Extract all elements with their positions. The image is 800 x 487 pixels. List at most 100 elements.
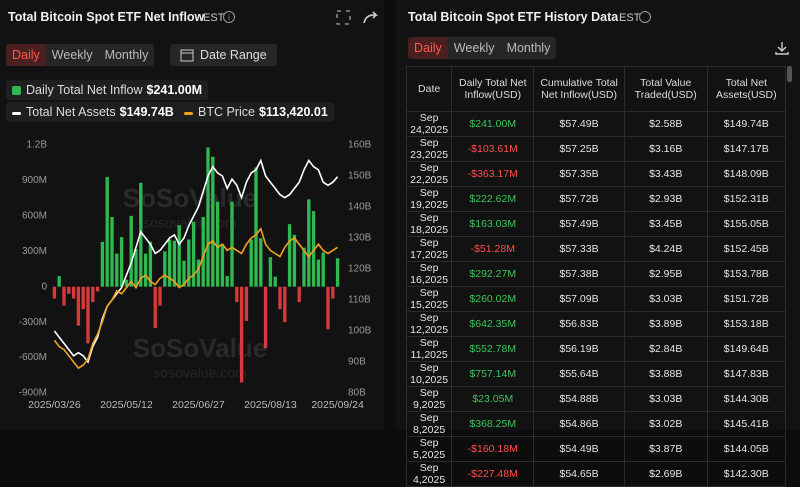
info-icon[interactable]: i xyxy=(222,10,236,24)
info-icon[interactable] xyxy=(638,10,652,24)
bar xyxy=(163,251,167,287)
bar xyxy=(259,238,263,287)
table-cell: Sep 5,2025 xyxy=(405,436,453,462)
y2-tick-label: 150B xyxy=(348,171,372,182)
toolbar-icons[interactable] xyxy=(335,8,380,28)
table-cell: $163.03M xyxy=(451,211,535,237)
y2-tick-label: 130B xyxy=(348,233,372,244)
scrollbar[interactable] xyxy=(787,66,792,82)
bar xyxy=(143,253,148,287)
table-cell: Sep 16,2025 xyxy=(405,261,453,287)
table-cell: $757.14M xyxy=(451,361,535,387)
table-cell: $3.88B xyxy=(623,361,708,387)
y2-tick-label: 90B xyxy=(348,357,366,368)
timezone: EST xyxy=(619,12,641,24)
table-cell: $3.87B xyxy=(623,436,708,462)
table-row: Sep 11,2025 $552.78M $56.19B $2.84B $149.64B xyxy=(405,336,787,362)
bar xyxy=(62,286,66,306)
table-cell: $2.84B xyxy=(623,336,708,362)
table-cell: -$51.28M xyxy=(451,236,535,262)
y-tick-label: -900M xyxy=(19,388,47,399)
table-cell: $56.19B xyxy=(533,336,625,362)
bar xyxy=(215,201,220,287)
table-row: Sep 9,2025 $23.05M $54.88B $3.03B $144.30B xyxy=(405,386,787,412)
table-cell: Sep 8,2025 xyxy=(405,411,453,437)
table-cell: Sep 23,2025 xyxy=(405,136,453,162)
column-header[interactable]: Date xyxy=(405,66,453,112)
table-cell: $4.24B xyxy=(623,236,708,262)
table-cell: $292.27M xyxy=(451,261,535,287)
table-cell: $3.16B xyxy=(623,136,708,162)
table-row: Sep 23,2025 -$103.61M $57.25B $3.16B $147.17… xyxy=(405,136,787,162)
table-cell: $155.05B xyxy=(706,211,787,237)
bar xyxy=(239,286,244,383)
legend-swatch xyxy=(12,112,21,115)
bar xyxy=(273,276,277,287)
bar xyxy=(91,286,95,303)
bar xyxy=(311,211,316,287)
table-row: Sep 16,2025 $292.27M $57.38B $2.95B $153.78B xyxy=(405,261,787,287)
table-cell: $2.58B xyxy=(623,111,708,137)
header-row: Date Daily Total Net Inflow(USD) Cumulativ… xyxy=(405,66,787,112)
table-cell: $57.49B xyxy=(533,211,625,237)
legend-label: Total Net Assets xyxy=(26,105,116,119)
tab[interactable]: Weekly xyxy=(51,48,93,62)
legend-item: BTC Price $113,420.01 xyxy=(178,102,334,122)
date-range-button[interactable]: Date Range xyxy=(170,44,277,66)
bar xyxy=(283,286,287,323)
bar xyxy=(105,176,109,287)
bar xyxy=(167,239,172,287)
table-cell: $56.83B xyxy=(533,311,625,337)
tab[interactable]: Daily xyxy=(408,37,448,59)
table-cell: $144.30B xyxy=(706,386,787,412)
column-header[interactable]: Cumulative Total Net Inflow(USD) xyxy=(533,66,625,112)
tab[interactable]: Daily xyxy=(6,44,46,66)
x-tick-label: 2025/08/13 xyxy=(244,399,297,411)
legend-value: $241.00M xyxy=(146,83,203,97)
y2-tick-label: 100B xyxy=(348,326,372,337)
y-tick-label: 300M xyxy=(22,246,47,257)
bar xyxy=(67,286,71,294)
tab[interactable]: Monthly xyxy=(506,41,551,55)
table-cell: $23.05M xyxy=(451,386,535,412)
column-header[interactable]: Daily Total Net Inflow(USD) xyxy=(451,66,535,112)
legend-item: Daily Total Net Inflow $241.00M xyxy=(6,80,209,100)
bar xyxy=(326,286,330,330)
download-icon[interactable] xyxy=(774,40,790,56)
period-tabs: Daily Weekly Monthly xyxy=(6,44,155,66)
table-row: Sep 22,2025 -$363.17M $57.35B $3.43B $148.09… xyxy=(405,161,787,187)
bar xyxy=(52,286,57,299)
table-cell: $149.64B xyxy=(706,336,787,362)
table-row: Sep 10,2025 $757.14M $55.64B $3.88B $147.83B xyxy=(405,361,787,387)
bar xyxy=(158,286,162,306)
watermark: SoSoValue xyxy=(123,183,257,213)
tab[interactable]: Weekly xyxy=(453,41,495,55)
bar xyxy=(244,286,249,321)
bar xyxy=(316,259,321,287)
watermark: sosovalue.com xyxy=(153,365,246,381)
bar xyxy=(302,247,306,287)
bar xyxy=(177,225,181,287)
column-header[interactable]: Total Net Assets(USD) xyxy=(706,66,787,112)
x-tick-label: 2025/06/27 xyxy=(172,399,225,411)
table-cell: $142.30B xyxy=(706,461,787,487)
bar xyxy=(119,237,124,287)
bar xyxy=(110,217,114,287)
table-cell: $144.05B xyxy=(706,436,787,462)
table-cell: -$103.61M xyxy=(451,136,535,162)
bar xyxy=(225,276,229,287)
bar xyxy=(254,167,258,287)
bar xyxy=(211,156,215,287)
tab[interactable]: Monthly xyxy=(104,48,149,62)
column-header[interactable]: Total Value Traded(USD) xyxy=(623,66,708,112)
history-table: Date Daily Total Net Inflow(USD) Cumulativ… xyxy=(405,66,787,487)
table-cell: $54.86B xyxy=(533,411,625,437)
bar xyxy=(124,279,129,287)
legend-swatch xyxy=(12,86,21,95)
legend-value: $113,420.01 xyxy=(258,105,328,119)
bar xyxy=(153,286,157,329)
x-tick-label: 2025/03/26 xyxy=(28,399,81,411)
table-cell: $153.78B xyxy=(706,261,787,287)
legend-label: BTC Price xyxy=(198,105,255,119)
table-row: Sep 8,2025 $368.25M $54.86B $3.02B $145.41B xyxy=(405,411,787,437)
